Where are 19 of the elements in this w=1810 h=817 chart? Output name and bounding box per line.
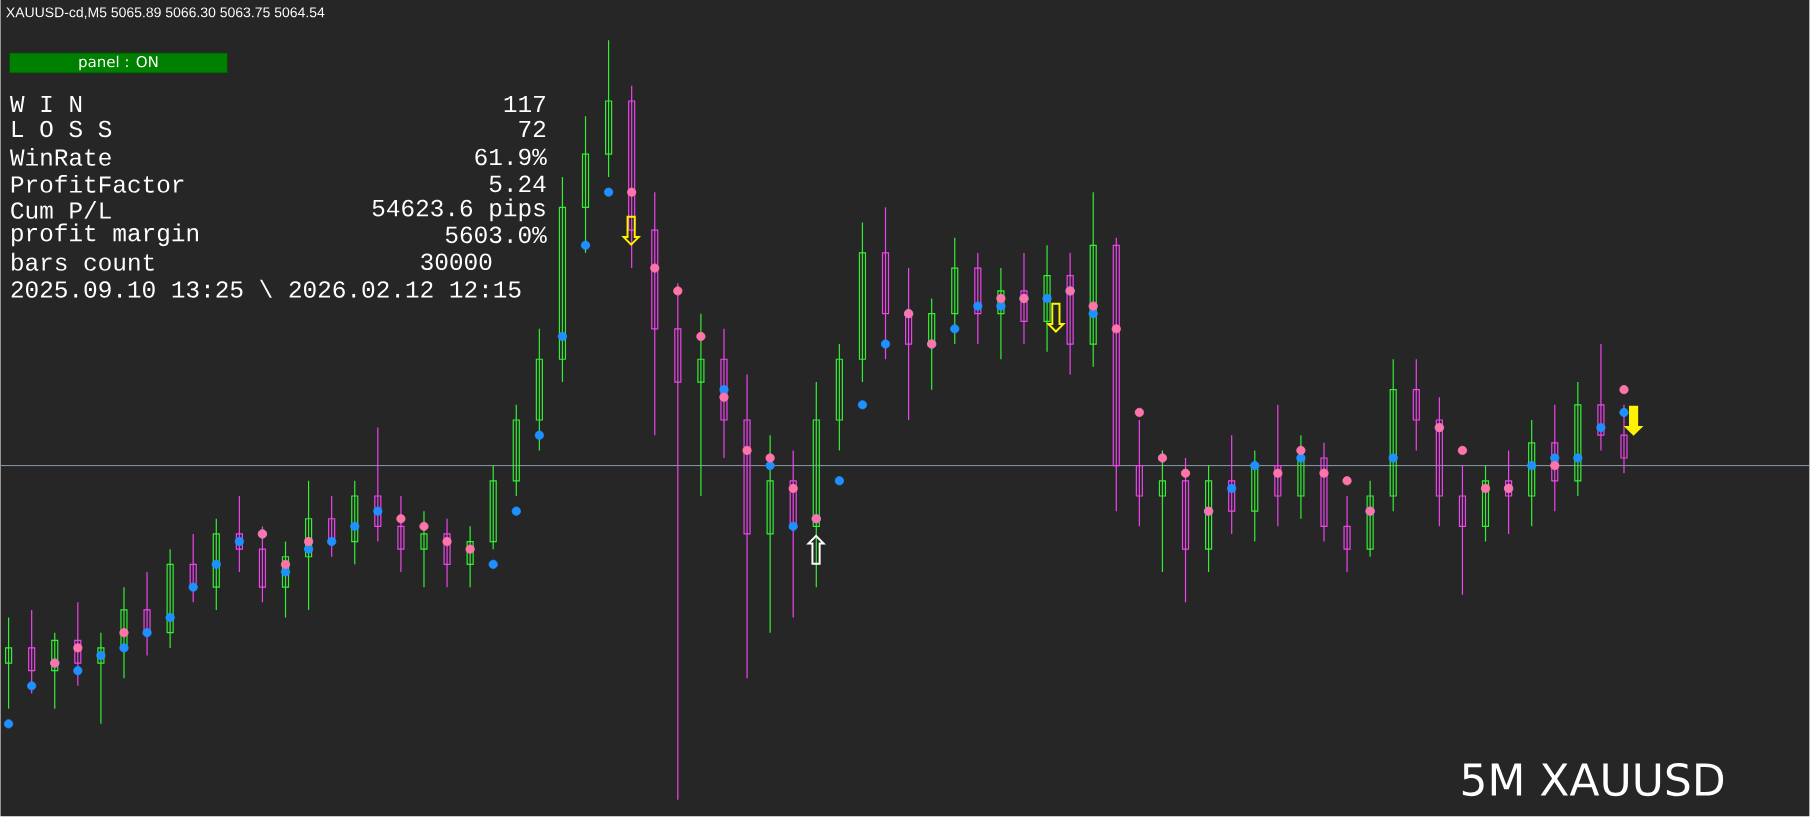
annotation: bars count: [12, 253, 154, 272]
annotation: ProfitFactor: [11, 175, 184, 194]
annotation: L O S S: [12, 120, 112, 138]
annotation: 30000: [421, 253, 492, 271]
annotation: Cum P/L: [11, 201, 111, 220]
annotation: W I N: [9, 96, 82, 113]
annotation: 72: [519, 121, 546, 138]
annotation: 5.24: [489, 175, 546, 193]
annotation: panel : ON: [79, 55, 158, 71]
annotation: 5603.0%: [445, 226, 547, 244]
annotation: ⬇: [1623, 405, 1644, 437]
annotation: WinRate: [9, 148, 111, 167]
annotation: profit margin: [12, 223, 198, 247]
annotation: 2025.09.10 13:25 \ 2026.02.12 12:15: [11, 280, 521, 299]
annotation: 61.9%: [475, 148, 547, 166]
annotation: 117: [504, 96, 545, 113]
annotation: 54623.6 pips: [372, 198, 545, 222]
chart-title: XAUUSD-cd,M5 5065.89 5066.30 5063.75 5064.54: [6, 7, 325, 20]
annotation: 5M XAUUSD: [1462, 763, 1724, 797]
